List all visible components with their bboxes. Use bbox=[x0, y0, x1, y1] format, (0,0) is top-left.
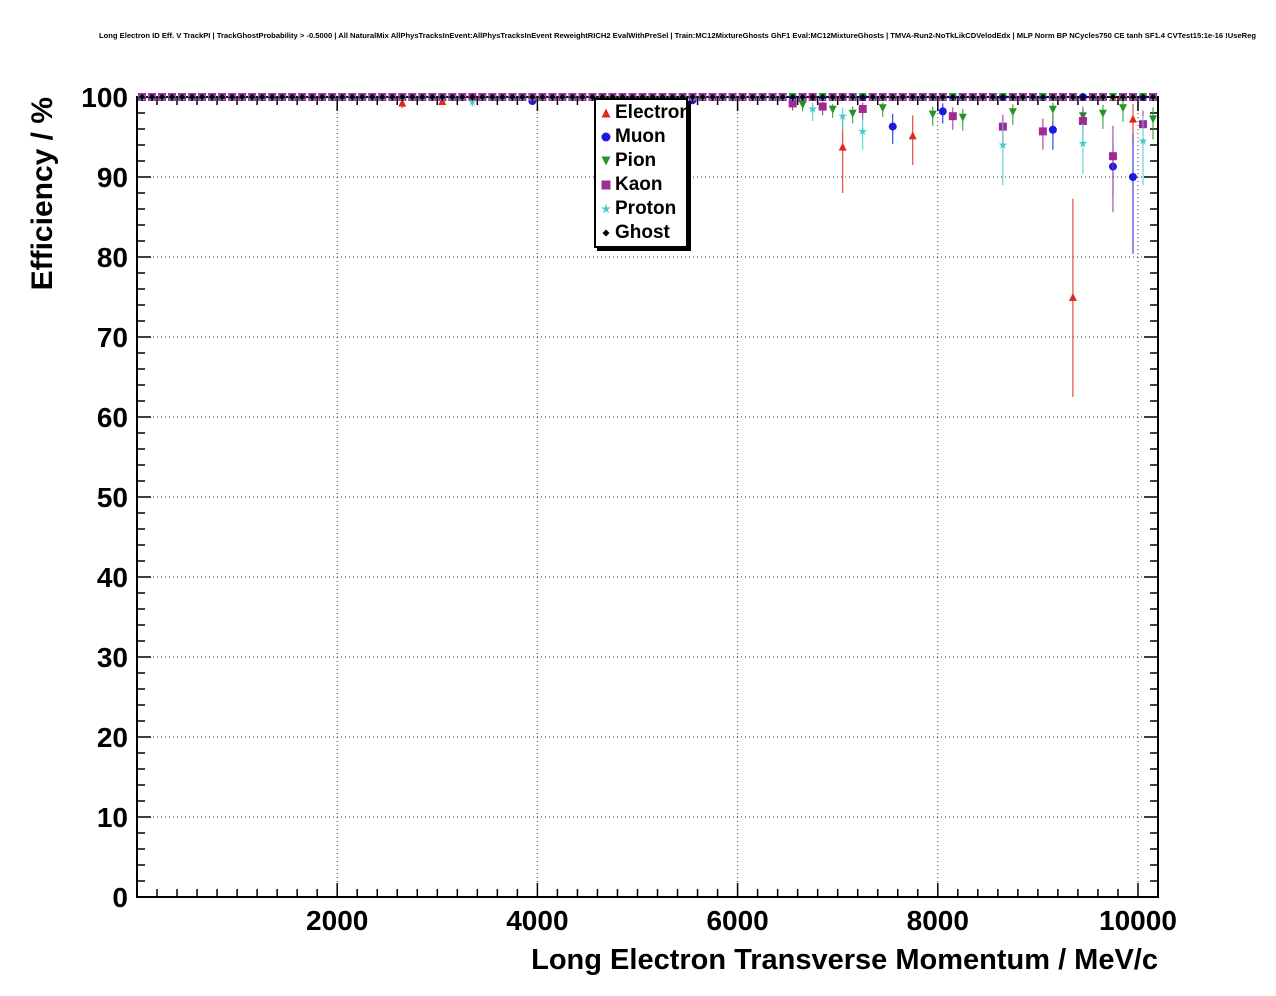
legend-entry-kaon: Kaon bbox=[596, 173, 686, 197]
axis-ticks bbox=[137, 96, 1158, 898]
y-axis-title: Efficiency / % bbox=[26, 97, 59, 291]
svg-text:70: 70 bbox=[97, 322, 128, 353]
svg-text:8000: 8000 bbox=[907, 905, 969, 936]
svg-text:30: 30 bbox=[97, 642, 128, 673]
kaon-marker-icon bbox=[601, 180, 611, 190]
svg-text:10: 10 bbox=[97, 802, 128, 833]
svg-text:0: 0 bbox=[112, 882, 128, 913]
legend-entry-proton: Proton bbox=[596, 197, 686, 221]
svg-text:4000: 4000 bbox=[506, 905, 568, 936]
svg-text:60: 60 bbox=[97, 402, 128, 433]
muon-marker-icon bbox=[601, 132, 611, 142]
x-axis-title: Long Electron Transverse Momentum / MeV/… bbox=[531, 944, 1158, 976]
legend-entry-ghost: Ghost bbox=[596, 221, 686, 245]
legend-label: Pion bbox=[615, 150, 657, 171]
svg-text:10000: 10000 bbox=[1099, 905, 1177, 936]
proton-marker-icon bbox=[601, 203, 611, 214]
legend: Electron Muon Pion Kaon Proton Ghost bbox=[594, 98, 691, 248]
plot-title: Long Electron ID Eff. V TrackPI | TrackG… bbox=[99, 31, 1257, 40]
legend-label: Kaon bbox=[615, 174, 663, 195]
svg-text:2000: 2000 bbox=[306, 905, 368, 936]
svg-text:40: 40 bbox=[97, 562, 128, 593]
legend-label: Muon bbox=[615, 126, 666, 147]
svg-text:90: 90 bbox=[97, 162, 128, 193]
electron-marker-icon bbox=[601, 108, 611, 118]
legend-label: Electron bbox=[615, 102, 692, 123]
legend-label: Ghost bbox=[615, 222, 670, 243]
legend-entry-electron: Electron bbox=[596, 101, 691, 125]
svg-text:20: 20 bbox=[97, 722, 128, 753]
svg-text:50: 50 bbox=[97, 482, 128, 513]
legend-entry-muon: Muon bbox=[596, 125, 686, 149]
svg-text:100: 100 bbox=[81, 82, 128, 113]
legend-label: Proton bbox=[615, 198, 677, 219]
series-ghost bbox=[138, 93, 1157, 101]
tick-labels: 0 10 20 30 40 50 60 70 80 90 100 2000 4000 6000 8000 10… bbox=[81, 82, 1177, 936]
ghost-marker-icon bbox=[602, 229, 610, 237]
svg-text:6000: 6000 bbox=[706, 905, 768, 936]
svg-text:80: 80 bbox=[97, 242, 128, 273]
legend-entry-pion: Pion bbox=[596, 149, 686, 173]
gridlines bbox=[137, 97, 1158, 897]
pion-marker-icon bbox=[601, 156, 611, 166]
